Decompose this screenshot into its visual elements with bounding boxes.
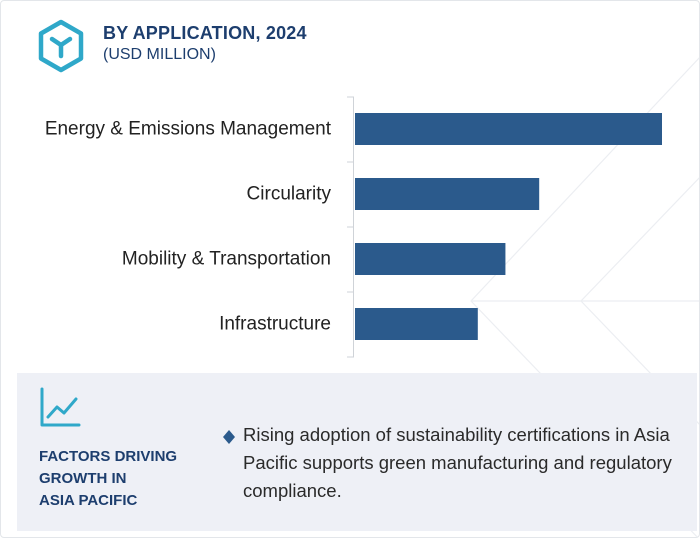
chart-title: BY APPLICATION, 2024 [103, 23, 307, 43]
chart-subtitle: (USD MILLION) [103, 46, 216, 63]
trend-chart-icon [40, 387, 81, 427]
diamond-bullet-icon [223, 430, 235, 444]
bar-0 [355, 113, 662, 145]
factors-title-line-3: ASIA PACIFIC [39, 492, 138, 509]
category-label-2: Mobility & Transportation [122, 249, 331, 270]
factors-title-line-2: GROWTH IN [39, 470, 127, 487]
factor-bullet-text: Rising adoption of sustainability certif… [243, 424, 672, 501]
category-label-0: Energy & Emissions Management [45, 119, 332, 140]
bar-1 [355, 178, 540, 210]
cube-logo-icon [38, 19, 84, 73]
factors-title: FACTORS DRIVING GROWTH IN ASIA PACIFIC [39, 446, 209, 512]
category-label-3: Infrastructure [219, 314, 331, 335]
bar-2 [355, 243, 506, 275]
category-label-1: Circularity [247, 184, 332, 205]
bar-chart: Energy & Emissions Management Circularity… [45, 96, 662, 358]
factors-title-line-1: FACTORS DRIVING [39, 448, 178, 465]
bar-3 [355, 308, 478, 340]
growth-factors-panel: FACTORS DRIVING GROWTH IN ASIA PACIFIC R… [17, 373, 697, 531]
